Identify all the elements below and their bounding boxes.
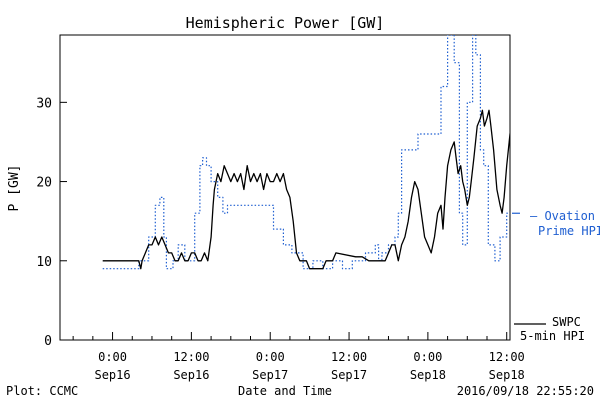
y-tick-label: 0 <box>44 334 52 349</box>
chart-title: Hemispheric Power [GW] <box>186 14 385 32</box>
x-tick-date-label: Sep17 <box>252 368 288 382</box>
x-axis-label: Date and Time <box>238 384 332 398</box>
footer-plot-credit: Plot: CCMC <box>6 384 78 398</box>
y-axis-label: P [GW] <box>7 165 22 212</box>
legend-swpc-line1: SWPC <box>552 315 581 329</box>
x-tick-time-label: 12:00 <box>489 350 525 364</box>
y-tick-label: 10 <box>36 255 52 270</box>
legend-swpc-line2: 5-min HPI <box>520 329 585 343</box>
x-tick-date-label: Sep18 <box>489 368 525 382</box>
legend-ovation-line2: Prime HPI <box>538 224 600 238</box>
x-tick-date-label: Sep16 <box>173 368 209 382</box>
x-tick-time-label: 12:00 <box>331 350 367 364</box>
y-tick-label: 30 <box>36 96 52 111</box>
y-tick-label: 20 <box>36 176 52 191</box>
x-tick-date-label: Sep16 <box>94 368 130 382</box>
plot-frame <box>59 34 511 341</box>
x-tick-time-label: 12:00 <box>173 350 209 364</box>
swpc-5min-hpi-line <box>102 109 510 270</box>
x-tick-date-label: Sep18 <box>410 368 446 382</box>
x-tick-time-label: 0:00 <box>98 350 127 364</box>
footer-timestamp: 2016/09/18 22:55:20 <box>457 384 594 398</box>
x-tick-time-label: 0:00 <box>413 350 442 364</box>
x-tick-date-label: Sep17 <box>331 368 367 382</box>
series-layer <box>102 35 510 270</box>
x-tick-time-label: 0:00 <box>256 350 285 364</box>
x-axis: 0:00 Sep16 12:00 Sep16 0:00 Sep17 12:00 Sep17 0:… <box>72 332 525 382</box>
legend-ovation-line1: — Ovation <box>530 209 595 223</box>
y-axis: 0 10 20 30 <box>36 96 67 349</box>
